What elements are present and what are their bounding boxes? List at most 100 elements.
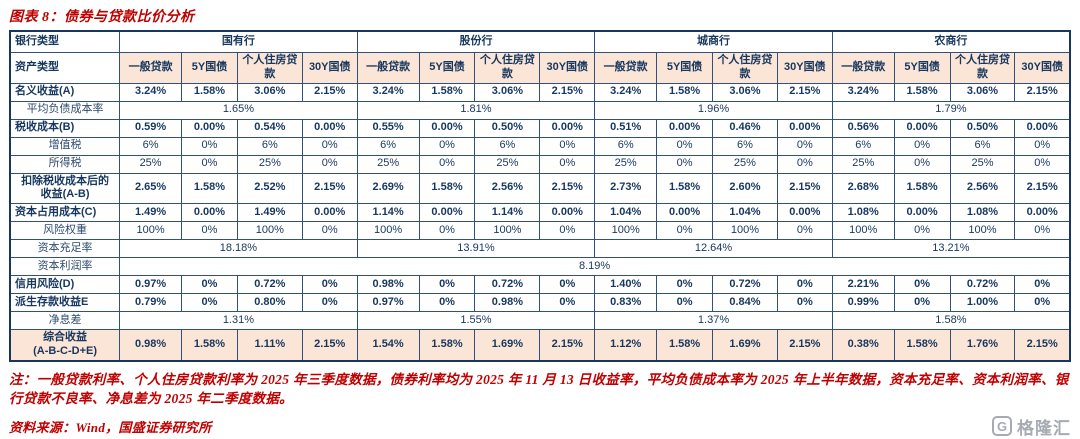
asset-column-header: 个人住房贷款	[712, 51, 778, 84]
value-cell: 1.58%	[181, 329, 238, 361]
value-cell: 25%	[119, 154, 183, 174]
value-cell: 0.56%	[831, 118, 895, 138]
value-cell: 0%	[776, 275, 833, 294]
value-cell: 0.00%	[301, 118, 358, 138]
value-cell: 2.15%	[776, 329, 833, 361]
value-cell: 25%	[949, 154, 1016, 174]
asset-column-header: 5Y国债	[418, 51, 476, 84]
value-cell: 0.98%	[474, 293, 541, 312]
value-cell: 0.98%	[119, 329, 183, 361]
value-cell: 0.00%	[181, 203, 238, 222]
value-cell: 0%	[1014, 293, 1071, 312]
value-cell: 0%	[301, 293, 358, 312]
value-cell: 3.24%	[831, 82, 895, 102]
value-cell: 0.00%	[1014, 203, 1071, 222]
value-cell: 0.00%	[301, 203, 358, 222]
value-cell: 1.69%	[474, 329, 541, 361]
value-cell: 0.97%	[119, 275, 183, 294]
value-cell: 0.54%	[236, 118, 303, 138]
value-cell: 3.06%	[712, 82, 778, 102]
value-cell: 6%	[831, 136, 895, 156]
value-cell: 0%	[656, 136, 714, 156]
table-row: 名义收益(A) 3.24% 1.58% 3.06% 2.15% 3.24% 1.58% 3.0…	[9, 82, 1071, 102]
value-cell: 1.11%	[236, 329, 303, 361]
table-row: 净息差 1.31% 1.55% 1.37% 1.58%	[9, 311, 1071, 330]
asset-column-header: 30Y国债	[1014, 51, 1071, 84]
value-cell: 3.24%	[594, 82, 658, 102]
row-label: 扣除税收成本后的 收益(A-B)	[9, 172, 121, 204]
row-label: 资本占用成本(C)	[9, 203, 121, 222]
value-cell: 2.69%	[356, 172, 420, 204]
gelonghui-logo-icon: G	[992, 416, 1012, 437]
value-cell: 1.58%	[181, 82, 238, 102]
table-head: 银行类型 国有行 股份行 城商行 农商行 资产类型 一般贷款 5Y国债 个人住房贷款 30Y国债一…	[9, 30, 1071, 84]
table-row: 派生存款收益E 0.79% 0% 0.80% 0% 0.97% 0% 0.98% 0% 0.83%…	[9, 293, 1071, 312]
table-row: 增值税 6% 0% 6% 0% 6% 0% 6% 0% 6% 0% 6% 0% 6% 0% 6% 0%	[9, 136, 1071, 156]
value-cell: 2.15%	[539, 82, 596, 102]
value-cell: 1.58%	[893, 329, 951, 361]
value-cell: 0%	[539, 221, 596, 240]
bank-type-header-row: 银行类型 国有行 股份行 城商行 农商行	[9, 30, 1071, 53]
value-cell: 1.69%	[712, 329, 778, 361]
value-cell: 0.59%	[119, 118, 183, 138]
value-cell: 100%	[594, 221, 658, 240]
value-cell: 0%	[1014, 154, 1071, 174]
asset-column-header: 30Y国债	[539, 51, 596, 84]
value-cell: 2.68%	[831, 172, 895, 204]
row-label: 风险权重	[9, 221, 121, 240]
value-cell: 0.00%	[776, 203, 833, 222]
value-cell: 0.98%	[356, 275, 420, 294]
group-span-value-cell: 1.96%	[594, 100, 833, 120]
table-row: 所得税 25% 0% 25% 0% 25% 0% 25% 0% 25% 0% 25% 0% 25% 0% 25…	[9, 154, 1071, 174]
value-cell: 0%	[539, 293, 596, 312]
row-label: 税收成本(B)	[9, 118, 121, 138]
row-label: 名义收益(A)	[9, 82, 121, 102]
value-cell: 1.58%	[418, 82, 476, 102]
value-cell: 1.14%	[356, 203, 420, 222]
value-cell: 0%	[301, 275, 358, 294]
value-cell: 0%	[893, 293, 951, 312]
value-cell: 100%	[474, 221, 541, 240]
value-cell: 0%	[418, 221, 476, 240]
asset-column-header: 5Y国债	[181, 51, 238, 84]
value-cell: 1.58%	[418, 329, 476, 361]
bond-loan-comparison-table: 银行类型 国有行 股份行 城商行 农商行 资产类型 一般贷款 5Y国债 个人住房贷款 30Y国债一…	[9, 30, 1071, 362]
group-span-value-cell: 1.55%	[356, 311, 596, 330]
value-cell: 0%	[539, 275, 596, 294]
table-row: 扣除税收成本后的 收益(A-B) 2.65% 1.58% 2.52% 2.15% 2.69…	[9, 172, 1071, 204]
value-cell: 0%	[301, 154, 358, 174]
value-cell: 1.49%	[119, 203, 183, 222]
bank-group-header-0: 国有行	[119, 30, 358, 53]
table-row: 风险权重 100% 0% 100% 0% 100% 0% 100% 0% 100% 0% 100% 0%…	[9, 221, 1071, 240]
table-row: 综合收益 (A-B-C-D+E) 0.98% 1.58% 1.11% 2.15% 1.54…	[9, 329, 1071, 361]
value-cell: 1.58%	[656, 82, 714, 102]
value-cell: 0.00%	[656, 203, 714, 222]
value-cell: 0%	[656, 275, 714, 294]
value-cell: 0%	[893, 136, 951, 156]
value-cell: 0%	[418, 293, 476, 312]
table-row: 资本占用成本(C) 1.49% 0.00% 1.49% 0.00% 1.14% 0.00% 1…	[9, 203, 1071, 222]
value-cell: 0.00%	[893, 118, 951, 138]
value-cell: 0.00%	[181, 118, 238, 138]
full-span-value-cell: 8.19%	[119, 257, 1071, 276]
value-cell: 100%	[236, 221, 303, 240]
value-cell: 1.58%	[893, 82, 951, 102]
value-cell: 0%	[539, 136, 596, 156]
value-cell: 1.49%	[236, 203, 303, 222]
table-row: 信用风险(D) 0.97% 0% 0.72% 0% 0.98% 0% 0.72% 0% 1.40%…	[9, 275, 1071, 294]
value-cell: 0%	[539, 154, 596, 174]
value-cell: 6%	[712, 136, 778, 156]
value-cell: 100%	[949, 221, 1016, 240]
table-row: 税收成本(B) 0.59% 0.00% 0.54% 0.00% 0.55% 0.00% 0.5…	[9, 118, 1071, 138]
value-cell: 2.56%	[949, 172, 1016, 204]
value-cell: 3.24%	[356, 82, 420, 102]
value-cell: 0.51%	[594, 118, 658, 138]
group-span-value-cell: 1.81%	[356, 100, 596, 120]
value-cell: 3.06%	[474, 82, 541, 102]
value-cell: 0.99%	[831, 293, 895, 312]
value-cell: 0.83%	[594, 293, 658, 312]
row-label: 资本利润率	[9, 257, 121, 276]
group-span-value-cell: 1.79%	[831, 100, 1071, 120]
value-cell: 100%	[831, 221, 895, 240]
gelonghui-logo-text: 格隆汇	[1017, 418, 1071, 438]
